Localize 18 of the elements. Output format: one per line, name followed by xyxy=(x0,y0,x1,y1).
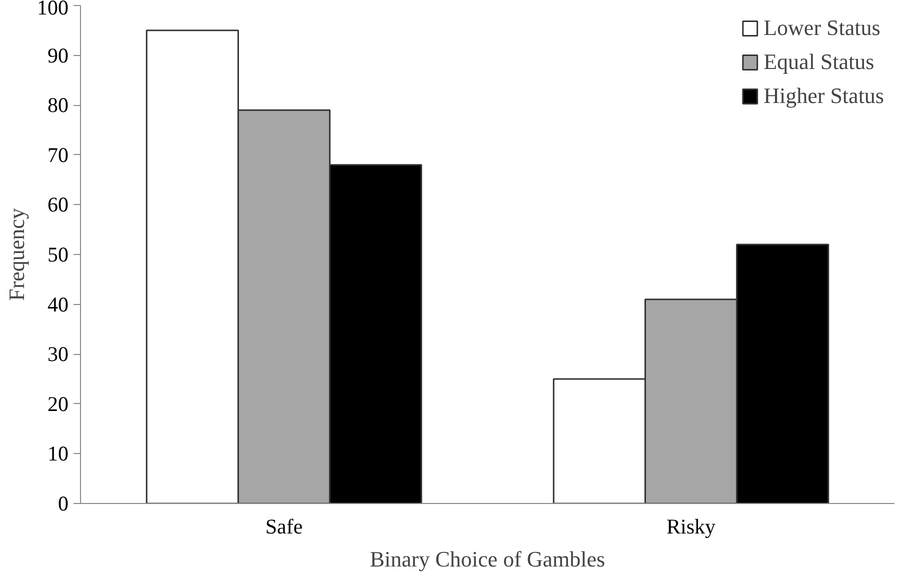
legend-label: Lower Status xyxy=(764,15,880,41)
x-tick-label: Risky xyxy=(666,514,716,538)
x-tick-label: Safe xyxy=(265,514,303,538)
y-tick-label: 10 xyxy=(48,442,68,466)
y-tick-label: 80 xyxy=(48,93,68,118)
legend-label: Higher Status xyxy=(764,83,884,109)
y-tick-label: 100 xyxy=(37,0,68,20)
y-tick-label: 0 xyxy=(58,492,68,516)
y-tick-label: 50 xyxy=(48,242,68,266)
y-tick-label: 90 xyxy=(48,43,68,68)
y-tick-label: 70 xyxy=(48,142,68,167)
y-tick-label: 40 xyxy=(48,292,68,316)
y-tick-label: 20 xyxy=(48,392,68,416)
y-tick-label: 30 xyxy=(48,342,68,366)
x-axis-title: Binary Choice of Gambles xyxy=(370,546,606,572)
y-tick-label: 60 xyxy=(48,192,68,217)
y-axis-title: Frequency xyxy=(4,208,29,301)
legend-label: Equal Status xyxy=(764,49,874,75)
